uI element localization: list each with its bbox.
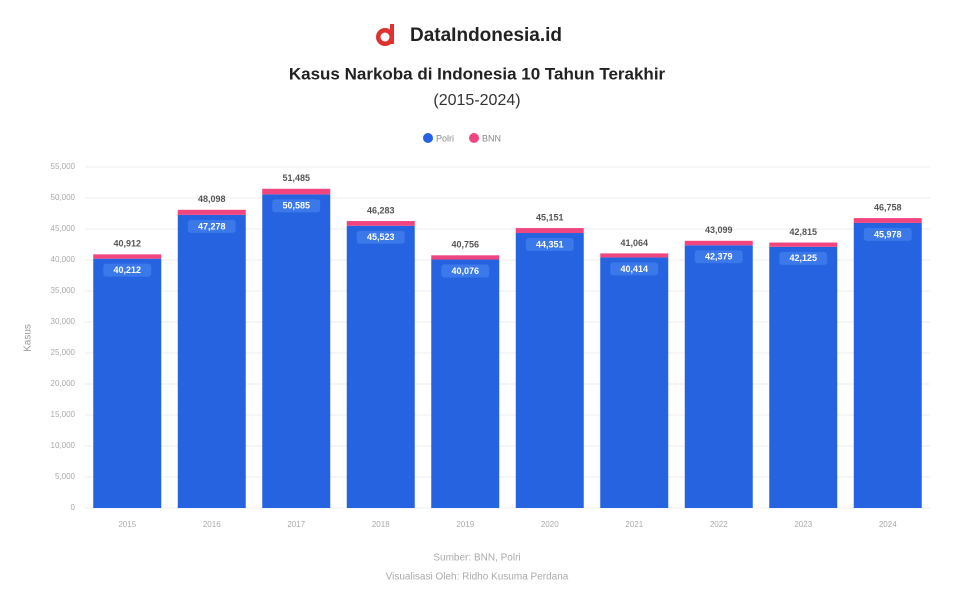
value-label-bg <box>525 238 574 252</box>
value-label: 40,076 <box>451 266 479 276</box>
value-label-bg <box>863 227 912 241</box>
bar-segment <box>600 257 669 508</box>
value-label-bg <box>610 262 659 276</box>
bar-segment <box>684 240 753 246</box>
value-label: 42,379 <box>705 252 733 262</box>
total-label: 48,098 <box>198 194 226 204</box>
y-axis-label: Kasus <box>23 324 34 352</box>
bar-segment <box>93 254 162 259</box>
value-label-bg <box>187 219 236 233</box>
brand: DataIndonesia.id <box>410 25 562 46</box>
x-tick-label: 2020 <box>541 520 559 529</box>
bar-segment <box>600 253 669 258</box>
value-label: 42,125 <box>789 253 817 263</box>
value-label-bg <box>779 251 828 265</box>
x-tick-label: 2019 <box>456 520 474 529</box>
y-tick-label: 15,000 <box>51 410 76 419</box>
total-label: 45,151 <box>536 212 564 222</box>
value-label-bg <box>103 263 152 277</box>
total-label: 46,283 <box>367 205 395 215</box>
value-label: 47,278 <box>198 221 226 231</box>
value-label: 45,523 <box>367 232 395 242</box>
value-label-bg <box>694 250 743 264</box>
x-tick-label: 2022 <box>710 520 728 529</box>
y-tick-label: 35,000 <box>51 286 76 295</box>
value-label: 45,978 <box>874 229 902 239</box>
y-tick-label: 20,000 <box>51 379 76 388</box>
x-tick-label: 2023 <box>794 520 812 529</box>
y-tick-label: 55,000 <box>51 162 76 171</box>
source: Sumber: BNN, Polri <box>433 553 520 564</box>
bar-segment <box>515 233 584 508</box>
value-label-bg <box>441 264 490 278</box>
logo <box>376 24 394 46</box>
total-label: 40,912 <box>113 239 141 249</box>
bar-segment <box>515 228 584 234</box>
value-label: 40,414 <box>620 264 648 274</box>
value-label: 40,212 <box>113 265 141 275</box>
x-tick-label: 2021 <box>625 520 643 529</box>
chart-subtitle: (2015-2024) <box>433 92 520 109</box>
y-tick-label: 25,000 <box>51 348 76 357</box>
total-label: 43,099 <box>705 225 733 235</box>
legend-label: BNN <box>482 133 501 143</box>
bar-segment <box>431 255 500 260</box>
legend-label: Polri <box>436 133 454 143</box>
bar-segment <box>769 246 838 508</box>
y-tick-label: 50,000 <box>51 193 76 202</box>
x-tick-label: 2024 <box>879 520 897 529</box>
value-label: 44,351 <box>536 239 564 249</box>
x-tick-label: 2015 <box>118 520 136 529</box>
bar-segment <box>262 194 331 509</box>
y-tick-label: 10,000 <box>51 441 76 450</box>
bar-segment <box>346 221 415 226</box>
y-tick-label: 5,000 <box>55 472 76 481</box>
x-tick-label: 2017 <box>287 520 305 529</box>
x-tick-label: 2018 <box>372 520 390 529</box>
bar-segment <box>431 259 500 508</box>
y-tick-label: 30,000 <box>51 317 76 326</box>
legend-marker <box>423 133 433 143</box>
bar-segment <box>93 258 162 508</box>
bar-segment <box>853 222 922 508</box>
value-label-bg <box>356 230 405 244</box>
total-label: 42,815 <box>789 227 817 237</box>
y-tick-label: 45,000 <box>51 224 76 233</box>
bar-segment <box>177 209 246 215</box>
total-label: 51,485 <box>282 173 310 183</box>
bar-segment <box>853 218 922 223</box>
value-label: 50,585 <box>282 201 310 211</box>
bar-segment <box>769 242 838 247</box>
chart-title: Kasus Narkoba di Indonesia 10 Tahun Tera… <box>289 64 666 83</box>
value-label-bg <box>272 199 321 213</box>
bar-segment <box>346 225 415 509</box>
bar-segment <box>684 245 753 509</box>
legend-marker <box>469 133 480 143</box>
credit: Visualisasi Oleh: Ridho Kusuma Perdana <box>386 572 569 583</box>
total-label: 40,756 <box>451 240 479 250</box>
y-tick-label: 40,000 <box>51 255 76 264</box>
y-tick-label: 0 <box>71 503 76 512</box>
bar-segment <box>177 214 246 508</box>
bar-segment <box>262 188 331 195</box>
total-label: 41,064 <box>620 238 648 248</box>
total-label: 46,758 <box>874 202 902 212</box>
x-tick-label: 2016 <box>203 520 221 529</box>
